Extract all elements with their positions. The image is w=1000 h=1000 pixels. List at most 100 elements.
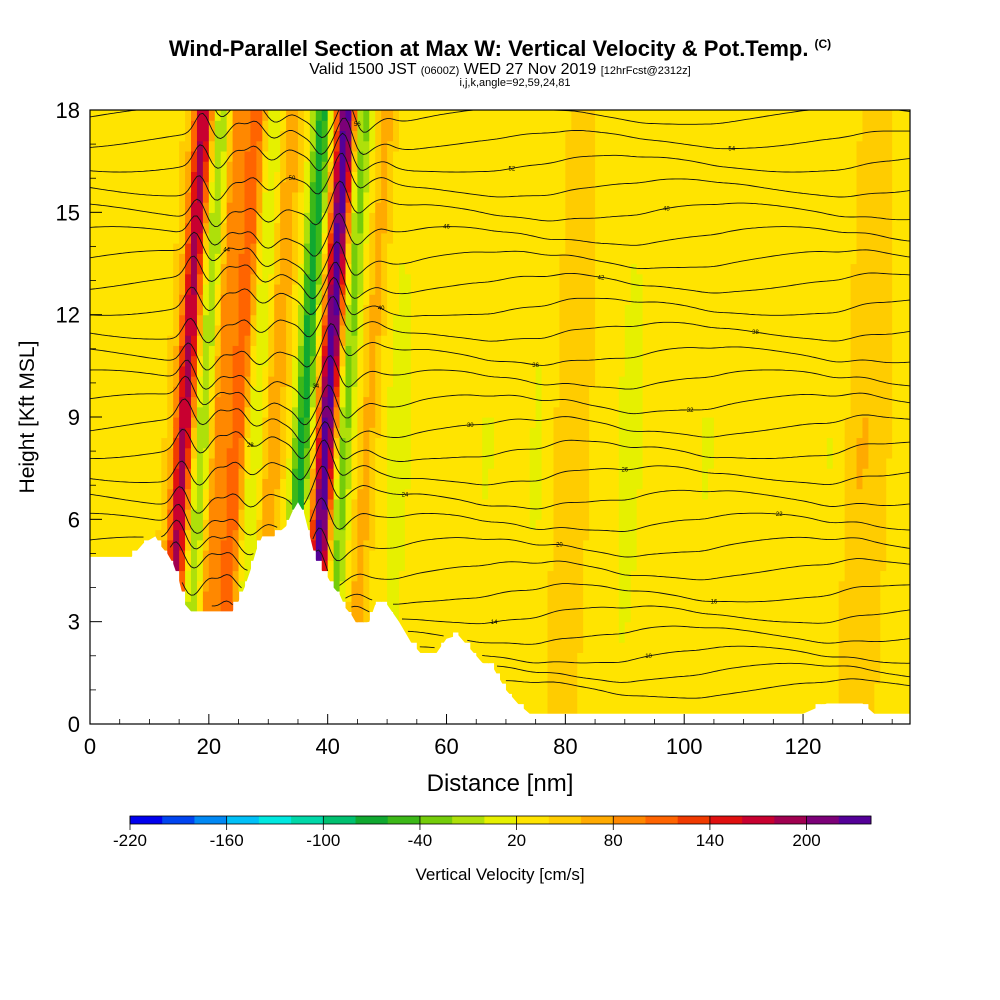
velocity-cell: [185, 181, 192, 193]
velocity-cell: [256, 150, 263, 162]
velocity-cell: [280, 417, 287, 428]
velocity-cell: [410, 529, 418, 541]
velocity-cell: [208, 314, 216, 326]
velocity-cell: [416, 161, 424, 172]
velocity-cell: [208, 376, 216, 387]
velocity-cell: [250, 447, 257, 459]
velocity-cell: [410, 222, 418, 234]
velocity-cell: [648, 580, 656, 592]
velocity-cell: [208, 386, 216, 398]
velocity-cell: [179, 243, 186, 254]
velocity-cell: [125, 304, 133, 316]
velocity-cell: [202, 376, 210, 387]
velocity-cell: [428, 294, 436, 306]
velocity-cell: [422, 140, 430, 152]
velocity-cell: [452, 324, 459, 336]
velocity-cell: [488, 642, 495, 653]
velocity-cell: [553, 570, 561, 582]
velocity-cell: [511, 498, 519, 510]
velocity-cell: [280, 273, 287, 285]
velocity-cell: [488, 396, 495, 408]
velocity-cell: [571, 130, 578, 142]
velocity-cell: [101, 130, 109, 142]
velocity-cell: [500, 509, 507, 520]
velocity-cell: [523, 437, 531, 449]
velocity-cell: [137, 457, 145, 469]
velocity-cell: [155, 232, 162, 244]
velocity-cell: [220, 468, 228, 479]
velocity-cell: [464, 396, 471, 408]
velocity-cell: [113, 396, 121, 408]
velocity-cell: [500, 386, 507, 398]
velocity-cell: [113, 427, 121, 439]
velocity-cell: [369, 140, 376, 152]
velocity-cell: [541, 427, 549, 439]
velocity-cell: [618, 222, 626, 234]
velocity-cell: [440, 417, 448, 428]
velocity-cell: [464, 140, 471, 152]
velocity-cell: [345, 243, 353, 254]
velocity-cell: [446, 427, 454, 439]
velocity-cell: [571, 631, 578, 643]
velocity-cell: [559, 304, 566, 316]
velocity-cell: [517, 693, 525, 705]
velocity-cell: [274, 519, 281, 531]
velocity-cell: [523, 120, 531, 132]
velocity-cell: [624, 652, 632, 664]
velocity-cell: [143, 263, 151, 275]
velocity-cell: [511, 355, 519, 367]
velocity-cell: [589, 703, 596, 715]
velocity-cell: [416, 406, 424, 418]
velocity-cell: [125, 519, 133, 531]
velocity-cell: [339, 468, 347, 479]
velocity-cell: [654, 120, 662, 132]
velocity-cell: [357, 273, 364, 285]
velocity-cell: [612, 652, 620, 664]
velocity-cell: [137, 161, 145, 172]
velocity-cell: [595, 590, 602, 602]
velocity-cell: [488, 314, 495, 326]
velocity-cell: [589, 509, 596, 520]
velocity-cell: [630, 140, 638, 152]
velocity-cell: [535, 580, 543, 592]
velocity-cell: [351, 498, 358, 510]
velocity-cell: [280, 304, 287, 316]
velocity-cell: [292, 263, 299, 275]
velocity-cell: [589, 202, 596, 213]
velocity-cell: [321, 498, 329, 510]
velocity-cell: [434, 529, 442, 541]
velocity-cell: [202, 294, 210, 306]
velocity-cell: [119, 243, 127, 254]
velocity-cell: [113, 120, 121, 132]
velocity-cell: [143, 273, 151, 285]
velocity-cell: [375, 550, 382, 561]
velocity-cell: [636, 529, 644, 541]
velocity-cell: [95, 273, 103, 285]
velocity-cell: [375, 181, 382, 193]
velocity-cell: [642, 427, 650, 439]
velocity-cell: [618, 273, 626, 285]
velocity-cell: [494, 570, 501, 582]
velocity-cell: [595, 662, 602, 674]
velocity-cell: [398, 590, 406, 602]
velocity-cell: [672, 468, 679, 479]
velocity-cell: [161, 243, 168, 254]
velocity-cell: [583, 376, 590, 387]
velocity-cell: [262, 396, 269, 408]
velocity-cell: [529, 294, 537, 306]
velocity-cell: [470, 611, 477, 623]
velocity-cell: [173, 161, 180, 172]
velocity-cell: [274, 488, 281, 500]
velocity-cell: [624, 273, 632, 285]
velocity-cell: [666, 478, 673, 490]
velocity-cell: [286, 161, 293, 172]
velocity-cell: [666, 498, 673, 510]
velocity-cell: [297, 140, 305, 152]
velocity-cell: [125, 314, 133, 326]
velocity-cell: [191, 457, 198, 469]
velocity-cell: [636, 672, 644, 684]
velocity-cell: [363, 601, 370, 613]
velocity-cell: [452, 601, 459, 613]
velocity-cell: [303, 519, 311, 531]
velocity-cell: [167, 468, 174, 479]
